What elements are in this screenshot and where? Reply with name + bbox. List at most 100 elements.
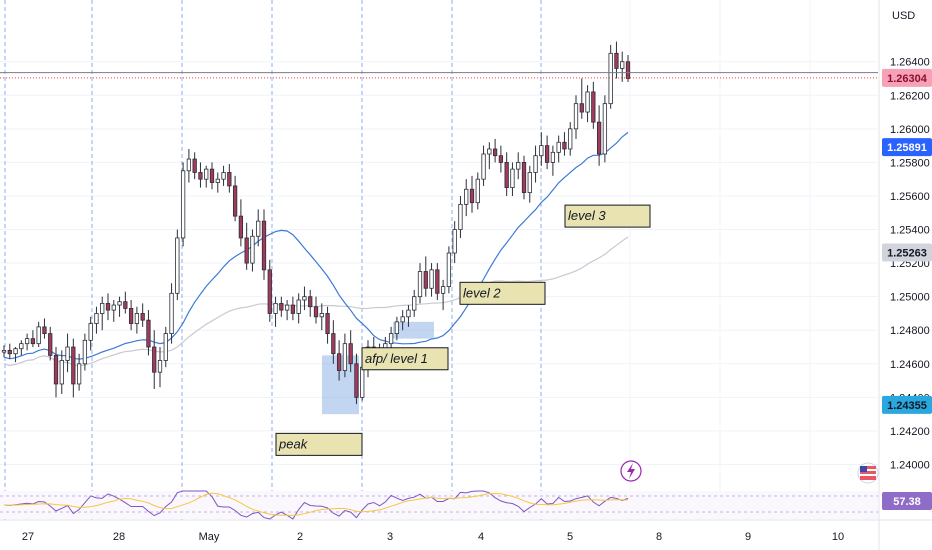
candle-bullish (406, 309, 411, 318)
time-tick-label[interactable]: 4 (478, 531, 484, 543)
candle-bullish (550, 151, 556, 163)
ma-fast-line (3, 131, 629, 360)
candle-bullish (88, 323, 93, 341)
candle-bearish (192, 158, 197, 173)
candle-bearish (128, 308, 134, 324)
candle-bullish (568, 128, 573, 150)
time-tick-label[interactable]: May (199, 531, 220, 543)
candle-bearish (71, 346, 76, 385)
candle-bearish (331, 333, 336, 355)
candle-bearish (492, 148, 498, 157)
price-tick-label: 1.25600 (890, 191, 930, 203)
candles (1, 41, 631, 405)
price-badge (882, 68, 932, 87)
candle-bullish (169, 292, 174, 334)
candle-bearish (209, 168, 215, 183)
candle-bullish (573, 103, 579, 130)
us-flag-stripe-white-2 (860, 474, 876, 476)
candle-bearish (279, 302, 284, 311)
candle-bullish (163, 333, 168, 361)
candle-bullish (602, 103, 608, 155)
candle-bullish (256, 220, 261, 237)
candle-bullish (446, 252, 452, 288)
time-tick-label[interactable]: 9 (745, 531, 751, 543)
candle-bearish (238, 215, 244, 239)
candle-bullish (157, 360, 163, 373)
oscillator-signal-line (3, 492, 629, 516)
candle-bearish (227, 172, 232, 187)
candle-bullish (533, 155, 538, 173)
candle-bullish (516, 162, 521, 170)
time-tick-label[interactable]: 28 (113, 531, 125, 543)
candle-bullish (94, 313, 99, 324)
candle-bullish (388, 333, 394, 345)
price-unit-label: USD (892, 10, 915, 22)
candle-bullish (284, 304, 290, 311)
highlight-zone (393, 321, 434, 339)
time-tick-label[interactable]: 10 (832, 531, 844, 543)
candle-bearish (123, 301, 128, 309)
candle-bullish (100, 302, 105, 314)
candle-bullish (400, 316, 405, 323)
price-badge-value: 1.25891 (887, 142, 927, 154)
price-tick-label: 1.26000 (890, 124, 930, 136)
price-badge-value: 1.26304 (887, 73, 928, 85)
candle-bullish (342, 343, 348, 371)
candle-bearish (48, 333, 53, 356)
candle-bullish (452, 229, 457, 254)
candle-bullish (464, 188, 469, 205)
candle-bullish (319, 313, 324, 318)
candle-bearish (105, 302, 111, 311)
time-tick-label[interactable]: 2 (297, 531, 303, 543)
candle-bearish (313, 306, 319, 318)
candle-bullish (302, 296, 307, 301)
candle-bearish (354, 363, 359, 398)
candle-bullish (585, 91, 590, 113)
candle-bullish (273, 302, 278, 314)
candle-bullish (296, 299, 301, 314)
oscillator-background (0, 491, 878, 519)
candle-bullish (360, 366, 365, 398)
candle-bullish (180, 170, 186, 239)
candle-bullish (215, 178, 220, 183)
icons[interactable] (620, 460, 879, 484)
candle-bearish (198, 172, 203, 180)
price-axis[interactable]: USD 1.264001.262001.260001.258001.256001… (878, 0, 930, 550)
annotation-box (564, 204, 651, 228)
price-badges: 1.26304 1.25891 1.25263 1.24355 (882, 68, 932, 414)
horizontal-lines (0, 72, 878, 79)
candle-bullish (13, 348, 18, 355)
price-tick-label: 1.24600 (890, 359, 930, 371)
time-tick-label[interactable]: 8 (656, 531, 662, 543)
candle-bullish (76, 363, 82, 385)
candle-bullish (1, 349, 7, 353)
candle-bullish (221, 172, 226, 180)
candle-bearish (504, 162, 509, 188)
candle-bullish (134, 313, 140, 324)
candle-bearish (146, 319, 151, 348)
candle-bullish (429, 269, 434, 289)
candle-bearish (348, 343, 353, 365)
candle-bearish (42, 326, 47, 334)
candle-bullish (556, 141, 561, 153)
annotation-label: peak (278, 436, 309, 451)
price-tick-label: 1.26400 (890, 57, 930, 69)
candle-bearish (30, 338, 36, 345)
time-tick-label[interactable]: 3 (387, 531, 393, 543)
candle-bearish (498, 155, 504, 163)
candle-bullish (527, 172, 532, 194)
price-badge (882, 243, 932, 262)
candle-bearish (614, 52, 619, 69)
price-tick-label: 1.24200 (890, 426, 930, 438)
candle-bullish (475, 178, 480, 204)
price-tick-label: 1.26200 (890, 90, 930, 102)
time-axis[interactable]: 27 28 May 2 3 4 5 8 9 10 (0, 519, 932, 543)
candle-bearish (140, 313, 145, 321)
us-flag-canton (860, 466, 867, 472)
candle-bearish (152, 346, 157, 373)
time-tick-label[interactable]: 5 (567, 531, 573, 543)
time-tick-label[interactable]: 27 (22, 531, 34, 543)
candle-bullish (65, 346, 70, 361)
